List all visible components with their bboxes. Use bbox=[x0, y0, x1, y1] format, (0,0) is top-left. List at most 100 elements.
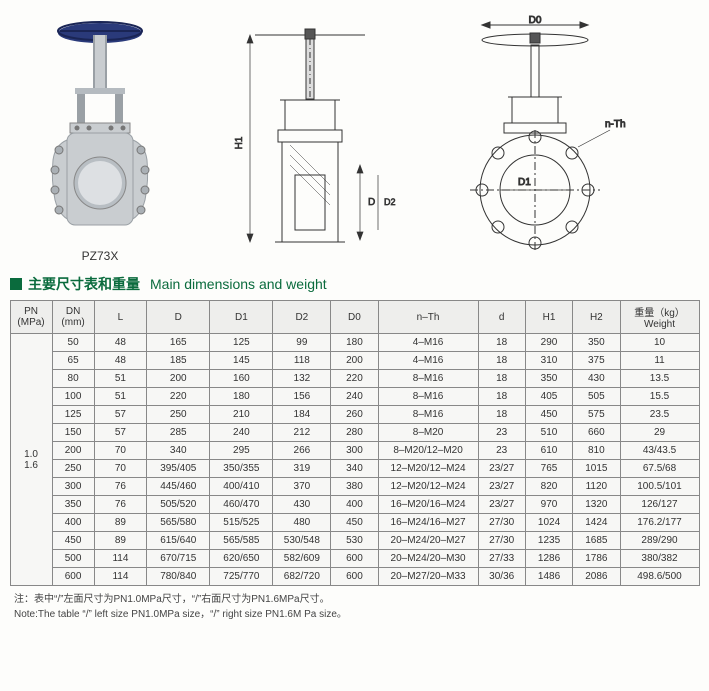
data-cell: 240 bbox=[331, 388, 378, 406]
data-cell: 505 bbox=[573, 388, 620, 406]
data-cell: 350 bbox=[52, 496, 94, 514]
data-cell: 18 bbox=[478, 334, 525, 352]
data-cell: 200 bbox=[331, 352, 378, 370]
data-cell: 670/715 bbox=[147, 550, 210, 568]
data-cell: 1024 bbox=[525, 514, 572, 532]
data-cell: 498.6/500 bbox=[620, 568, 699, 586]
data-cell: 515/525 bbox=[210, 514, 273, 532]
data-cell: 300 bbox=[331, 442, 378, 460]
data-cell: 57 bbox=[94, 406, 147, 424]
data-cell: 23/27 bbox=[478, 460, 525, 478]
data-cell: 300 bbox=[52, 478, 94, 496]
data-cell: 114 bbox=[94, 550, 147, 568]
dim-nth-label: n-Th bbox=[605, 119, 626, 130]
data-cell: 350 bbox=[525, 370, 572, 388]
data-cell: 27/30 bbox=[478, 514, 525, 532]
data-cell: 350 bbox=[573, 334, 620, 352]
title-en: Main dimensions and weight bbox=[150, 276, 327, 292]
data-cell: 27/33 bbox=[478, 550, 525, 568]
data-cell: 200 bbox=[52, 442, 94, 460]
data-cell: 565/580 bbox=[147, 514, 210, 532]
data-cell: 185 bbox=[147, 352, 210, 370]
note-cn: 注：表中“/”左面尺寸为PN1.0MPa尺寸，“/”右面尺寸为PN1.6MPa尺… bbox=[14, 592, 695, 607]
data-cell: 11 bbox=[620, 352, 699, 370]
data-cell: 615/640 bbox=[147, 532, 210, 550]
top-section: PZ73X bbox=[0, 0, 709, 270]
data-cell: 1424 bbox=[573, 514, 620, 532]
data-cell: 176.2/177 bbox=[620, 514, 699, 532]
data-cell: 8–M16 bbox=[378, 388, 478, 406]
column-header: D2 bbox=[273, 301, 331, 334]
data-cell: 505/520 bbox=[147, 496, 210, 514]
data-cell: 51 bbox=[94, 388, 147, 406]
table-row: 40089565/580515/52548045016–M24/16–M2727… bbox=[10, 514, 699, 532]
data-cell: 530 bbox=[331, 532, 378, 550]
data-cell: 16–M20/16–M24 bbox=[378, 496, 478, 514]
data-cell: 8–M16 bbox=[378, 370, 478, 388]
data-cell: 160 bbox=[210, 370, 273, 388]
table-row: 30076445/460400/41037038012–M20/12–M2423… bbox=[10, 478, 699, 496]
data-cell: 67.5/68 bbox=[620, 460, 699, 478]
data-cell: 250 bbox=[147, 406, 210, 424]
data-cell: 12–M20/12–M24 bbox=[378, 460, 478, 478]
data-cell: 530/548 bbox=[273, 532, 331, 550]
data-cell: 23 bbox=[478, 442, 525, 460]
data-cell: 575 bbox=[573, 406, 620, 424]
data-cell: 65 bbox=[52, 352, 94, 370]
data-cell: 180 bbox=[331, 334, 378, 352]
data-cell: 370 bbox=[273, 478, 331, 496]
data-cell: 8–M20/12–M20 bbox=[378, 442, 478, 460]
data-cell: 375 bbox=[573, 352, 620, 370]
table-row: 600114780/840725/770682/72060020–M27/20–… bbox=[10, 568, 699, 586]
data-cell: 70 bbox=[94, 460, 147, 478]
data-cell: 57 bbox=[94, 424, 147, 442]
data-cell: 99 bbox=[273, 334, 331, 352]
data-cell: 450 bbox=[52, 532, 94, 550]
data-cell: 20–M27/20–M33 bbox=[378, 568, 478, 586]
data-cell: 145 bbox=[210, 352, 273, 370]
data-cell: 156 bbox=[273, 388, 331, 406]
data-cell: 18 bbox=[478, 406, 525, 424]
column-header: D bbox=[147, 301, 210, 334]
data-cell: 23/27 bbox=[478, 478, 525, 496]
data-cell: 4–M16 bbox=[378, 334, 478, 352]
dim-d-label: D bbox=[368, 197, 375, 208]
dim-d2-label: D2 bbox=[384, 197, 396, 207]
pn-cell: 1.0 1.6 bbox=[10, 334, 52, 586]
column-header: d bbox=[478, 301, 525, 334]
data-cell: 380 bbox=[331, 478, 378, 496]
data-cell: 76 bbox=[94, 478, 147, 496]
data-cell: 450 bbox=[331, 514, 378, 532]
data-cell: 1486 bbox=[525, 568, 572, 586]
data-cell: 30/36 bbox=[478, 568, 525, 586]
data-cell: 48 bbox=[94, 352, 147, 370]
column-header: D1 bbox=[210, 301, 273, 334]
data-cell: 23 bbox=[478, 424, 525, 442]
title-cn: 主要尺寸表和重量 bbox=[28, 274, 140, 294]
data-cell: 43/43.5 bbox=[620, 442, 699, 460]
data-cell: 100.5/101 bbox=[620, 478, 699, 496]
column-header: PN (MPa) bbox=[10, 301, 52, 334]
data-cell: 27/30 bbox=[478, 532, 525, 550]
data-cell: 1320 bbox=[573, 496, 620, 514]
data-cell: 126/127 bbox=[620, 496, 699, 514]
data-cell: 319 bbox=[273, 460, 331, 478]
data-cell: 4–M16 bbox=[378, 352, 478, 370]
data-cell: 114 bbox=[94, 568, 147, 586]
data-cell: 285 bbox=[147, 424, 210, 442]
data-cell: 445/460 bbox=[147, 478, 210, 496]
data-cell: 765 bbox=[525, 460, 572, 478]
data-cell: 210 bbox=[210, 406, 273, 424]
data-cell: 682/720 bbox=[273, 568, 331, 586]
column-header: L bbox=[94, 301, 147, 334]
data-cell: 405 bbox=[525, 388, 572, 406]
section-title: 主要尺寸表和重量 Main dimensions and weight bbox=[0, 270, 709, 298]
data-cell: 340 bbox=[147, 442, 210, 460]
data-cell: 15.5 bbox=[620, 388, 699, 406]
data-cell: 12–M20/12–M24 bbox=[378, 478, 478, 496]
data-cell: 89 bbox=[94, 514, 147, 532]
data-cell: 29 bbox=[620, 424, 699, 442]
data-cell: 660 bbox=[573, 424, 620, 442]
data-cell: 395/405 bbox=[147, 460, 210, 478]
data-cell: 266 bbox=[273, 442, 331, 460]
